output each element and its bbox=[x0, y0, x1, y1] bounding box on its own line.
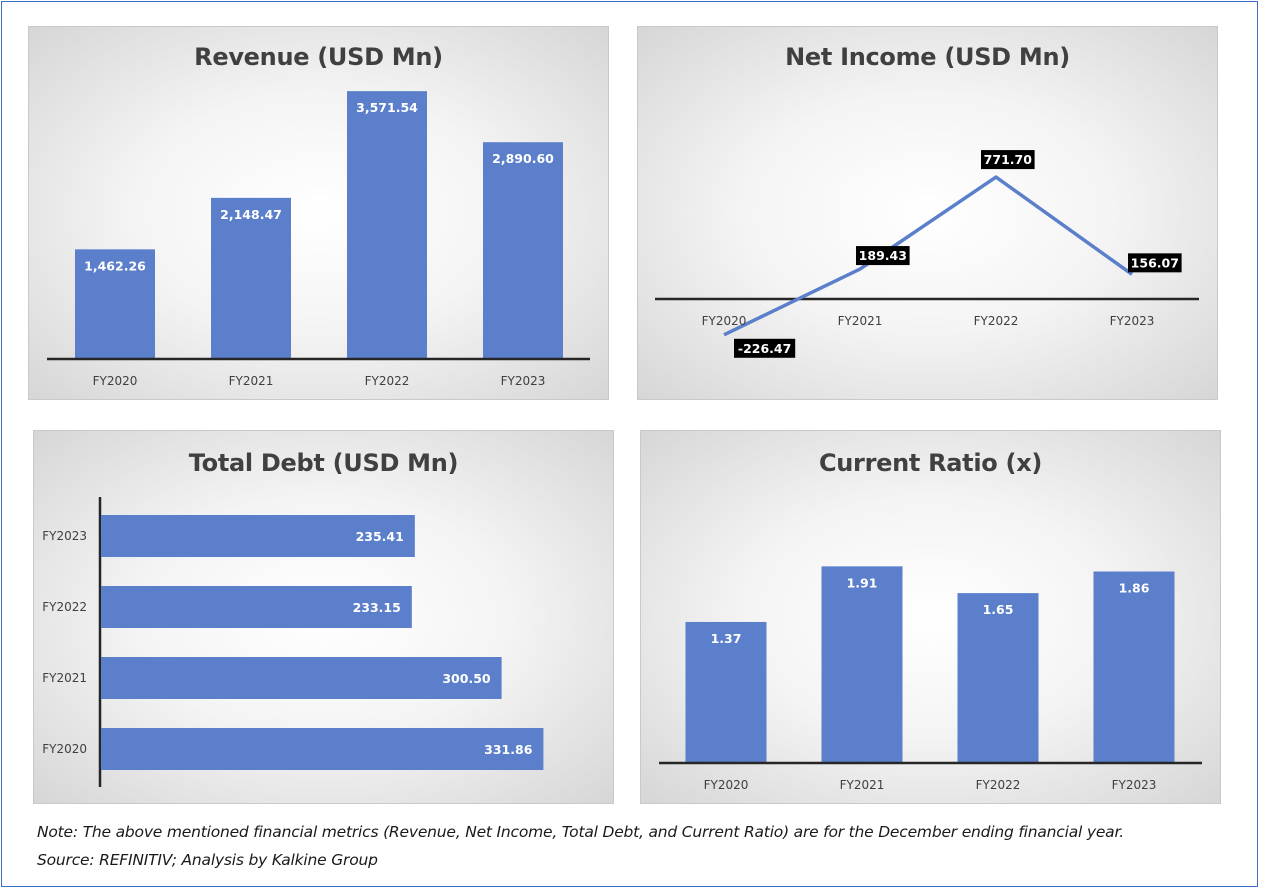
current-ratio-bar bbox=[821, 566, 903, 763]
revenue-chart-title: Revenue (USD Mn) bbox=[194, 43, 443, 71]
net-income-x-tick-label: FY2021 bbox=[838, 314, 883, 328]
net-income-x-tick-label: FY2022 bbox=[974, 314, 1019, 328]
current-ratio-x-tick-label: FY2021 bbox=[840, 778, 885, 792]
total-debt-data-label: 300.50 bbox=[442, 671, 491, 686]
net-income-data-label-box bbox=[734, 338, 796, 358]
net-income-chart-title: Net Income (USD Mn) bbox=[785, 43, 1070, 71]
revenue-bar bbox=[75, 249, 155, 359]
current-ratio-chart-plot: 1.37 FY2020 1.91 FY2021 1.65 FY2022 1.86 FY2023 bbox=[659, 566, 1202, 792]
total-debt-bar bbox=[101, 515, 415, 557]
net-income-x-tick-label: FY2023 bbox=[1110, 314, 1155, 328]
source-line: Source: REFINITIV; Analysis by Kalkine G… bbox=[37, 851, 378, 869]
footnote: Note: The above mentioned financial metr… bbox=[37, 823, 1124, 841]
revenue-x-tick-label: FY2020 bbox=[93, 374, 138, 388]
net-income-chart-plot: -226.47 FY2020 189.43 FY2021 771.70 FY2022 156… bbox=[655, 150, 1199, 358]
net-income-data-label: 156.07 bbox=[1131, 255, 1179, 270]
total-debt-bar bbox=[101, 586, 412, 628]
current-ratio-data-label: 1.65 bbox=[983, 602, 1014, 617]
total-debt-chart-plot: 235.41 FY2023 233.15 FY2022 300.50 FY2021 331.… bbox=[42, 497, 544, 787]
revenue-data-label: 2,890.60 bbox=[492, 151, 554, 166]
total-debt-y-tick-label: FY2022 bbox=[42, 600, 87, 614]
revenue-chart-plot: 1,462.26 FY2020 2,148.47 FY2021 3,571.54 FY20… bbox=[47, 91, 590, 388]
net-income-data-label: -226.47 bbox=[738, 341, 791, 356]
current-ratio-chart-panel: Current Ratio (x) 1.37 FY2020 1.91 FY2021 1.… bbox=[640, 430, 1221, 804]
total-debt-chart-panel: Total Debt (USD Mn) 235.41 FY2023 233.15 FY… bbox=[33, 430, 614, 804]
current-ratio-chart-title: Current Ratio (x) bbox=[818, 449, 1043, 477]
total-debt-y-tick-label: FY2021 bbox=[42, 671, 87, 685]
revenue-x-tick-label: FY2023 bbox=[501, 374, 546, 388]
current-ratio-bar bbox=[685, 621, 767, 763]
total-debt-y-tick-label: FY2020 bbox=[42, 742, 87, 756]
revenue-x-tick-label: FY2021 bbox=[229, 374, 274, 388]
net-income-data-label-box bbox=[981, 150, 1035, 170]
current-ratio-data-label: 1.37 bbox=[711, 631, 742, 646]
net-income-data-label-box bbox=[856, 246, 910, 266]
net-income-data-label: 771.70 bbox=[984, 152, 1033, 167]
net-income-series-line bbox=[723, 175, 1134, 337]
current-ratio-x-tick-label: FY2022 bbox=[976, 778, 1021, 792]
total-debt-chart-title: Total Debt (USD Mn) bbox=[188, 449, 459, 477]
current-ratio-bar bbox=[957, 593, 1039, 763]
current-ratio-x-tick-label: FY2023 bbox=[1112, 778, 1157, 792]
total-debt-y-tick-label: FY2023 bbox=[42, 529, 87, 543]
total-debt-data-label: 233.15 bbox=[353, 600, 401, 615]
revenue-data-label: 1,462.26 bbox=[84, 258, 146, 273]
revenue-data-label: 3,571.54 bbox=[356, 100, 418, 115]
revenue-x-tick-label: FY2022 bbox=[365, 374, 410, 388]
revenue-chart-panel: Revenue (USD Mn) 1,462.26 FY2020 2,148.47 F… bbox=[28, 26, 609, 400]
total-debt-bar bbox=[101, 657, 502, 699]
net-income-x-tick-label: FY2020 bbox=[702, 314, 747, 328]
total-debt-data-label: 331.86 bbox=[484, 742, 533, 757]
net-income-chart-panel: Net Income (USD Mn) -226.47 FY2020 189.43 F… bbox=[637, 26, 1218, 400]
current-ratio-data-label: 1.91 bbox=[847, 575, 878, 590]
total-debt-bar bbox=[101, 728, 544, 770]
current-ratio-bar bbox=[1093, 571, 1175, 763]
revenue-bar bbox=[211, 197, 291, 359]
total-debt-data-label: 235.41 bbox=[356, 529, 404, 544]
revenue-bar bbox=[483, 142, 563, 359]
revenue-bar bbox=[347, 91, 427, 360]
net-income-data-label-box bbox=[1128, 253, 1182, 273]
current-ratio-data-label: 1.86 bbox=[1119, 581, 1150, 596]
net-income-data-label: 189.43 bbox=[859, 248, 907, 263]
revenue-data-label: 2,148.47 bbox=[220, 207, 282, 222]
current-ratio-x-tick-label: FY2020 bbox=[704, 778, 749, 792]
